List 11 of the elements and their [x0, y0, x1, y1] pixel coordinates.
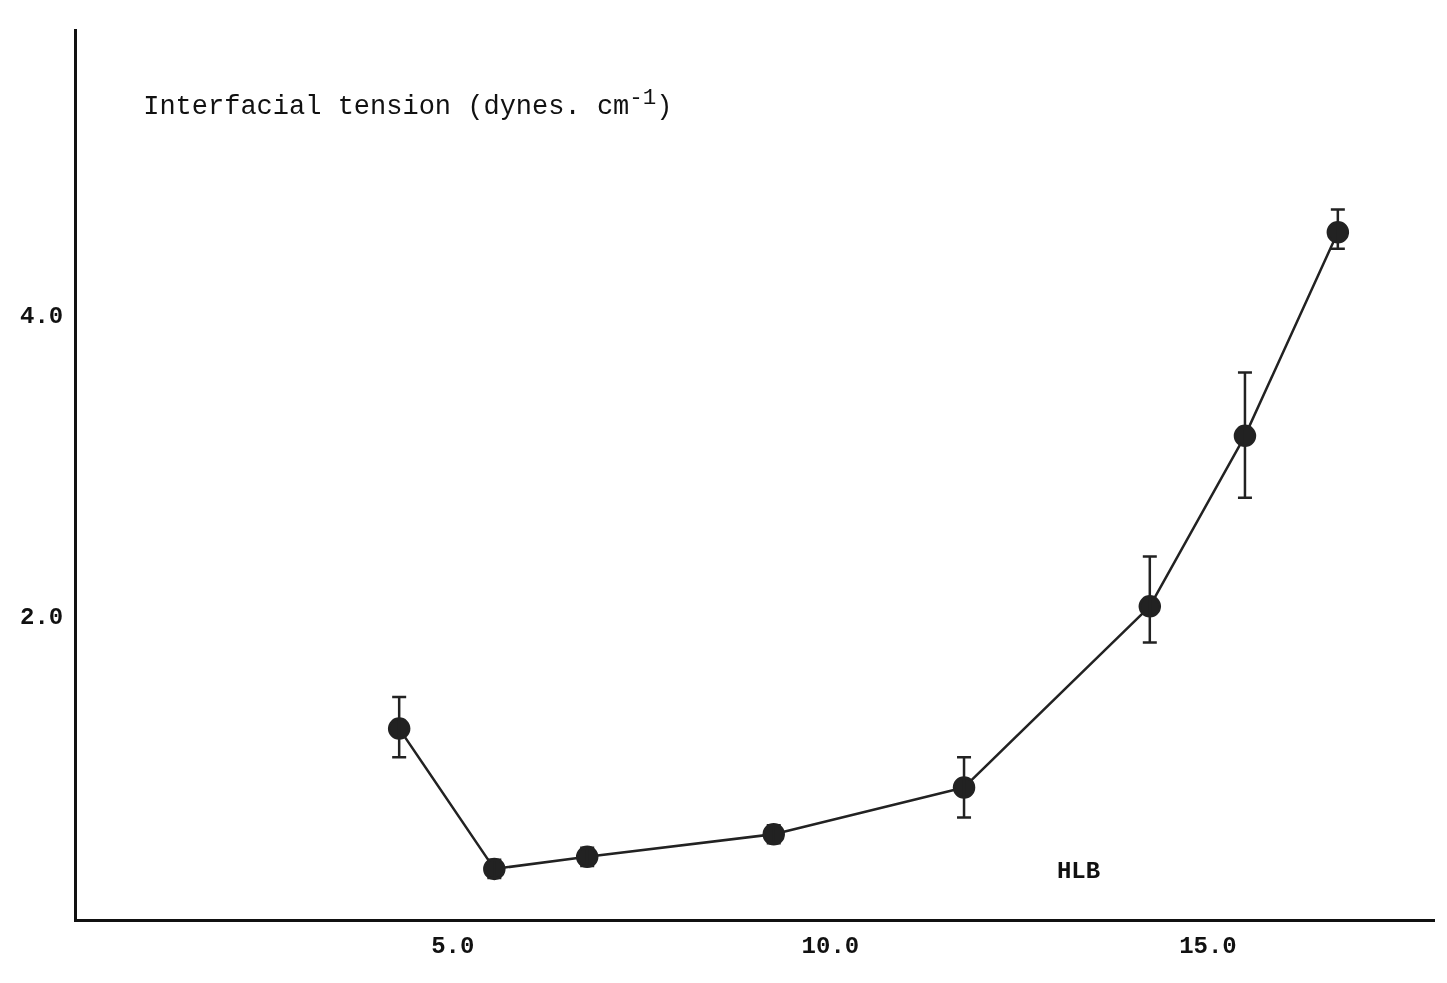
point: [387, 717, 411, 740]
point: [1138, 595, 1162, 618]
point: [1233, 424, 1257, 448]
x-tick-label: 15.0: [1179, 932, 1237, 960]
y-axis-title: Interfacial tension (dynes. cm$^{-1}$): [143, 85, 673, 122]
x-axis-title: HLB: [1056, 858, 1101, 886]
x-tick-label: 10.0: [801, 932, 860, 960]
y-tick-label: 2.0: [19, 604, 64, 632]
point: [952, 776, 976, 799]
x-tick-label: 5.0: [431, 932, 475, 960]
y-tick-label: 4.0: [19, 302, 64, 330]
